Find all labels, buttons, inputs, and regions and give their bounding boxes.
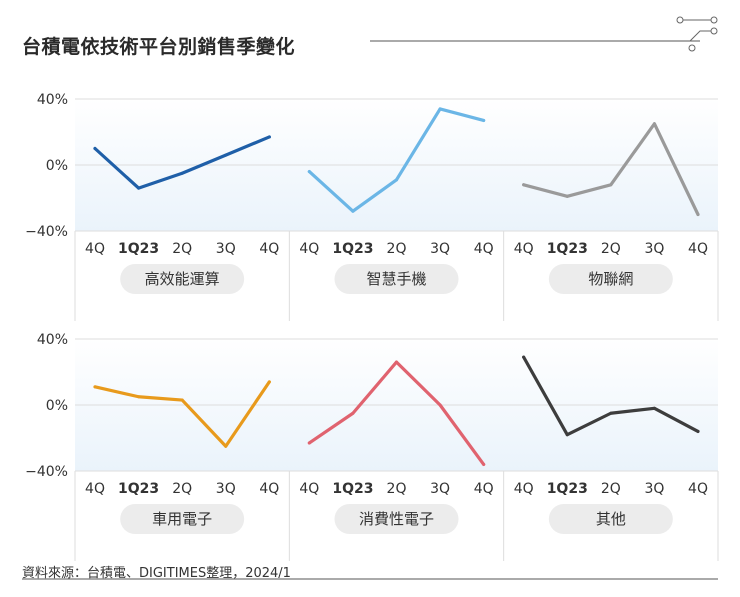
x-tick-label: 4Q	[259, 241, 279, 257]
panel-label-pill	[120, 504, 245, 534]
data-point	[224, 153, 228, 157]
x-tick-label: 1Q23	[547, 241, 588, 257]
data-point	[395, 178, 398, 182]
data-point	[609, 183, 613, 187]
x-tick-label: 4Q	[514, 241, 534, 257]
x-tick-label: 1Q23	[547, 481, 588, 497]
data-point	[522, 183, 526, 187]
panel-label: 物聯網	[588, 270, 633, 288]
data-point	[351, 411, 355, 415]
title-decoration	[370, 16, 718, 52]
data-point	[180, 171, 184, 175]
x-tick-label: 2Q	[172, 481, 192, 497]
data-point	[609, 411, 613, 415]
panel-label: 智慧手機	[366, 270, 426, 288]
panel-1-2: 4Q 1Q23 2Q 3Q 4Q 其他	[514, 355, 708, 534]
y-tick-label: 40%	[37, 92, 68, 108]
panel-1-0: 4Q 1Q23 2Q 3Q 4Q 車用電子	[85, 380, 279, 534]
panel-label: 車用電子	[152, 510, 212, 528]
x-tick-label: 2Q	[601, 481, 621, 497]
x-tick-label: 1Q23	[118, 241, 159, 257]
data-point	[438, 107, 442, 111]
data-point	[93, 385, 97, 389]
x-tick-label: 2Q	[172, 241, 192, 257]
y-tick-label: −40%	[25, 224, 68, 240]
x-tick-label: 4Q	[299, 241, 319, 257]
x-tick-label: 1Q23	[332, 481, 373, 497]
panel-1-1: 4Q 1Q23 2Q 3Q 4Q 消費性電子	[299, 360, 494, 534]
chart-row-0: 40% 0% −40% 4Q 1Q23 2Q 3Q 4Q 高效能運算 4Q 1Q23 2Q 3Q 4Q 智慧…	[25, 92, 719, 321]
y-tick-label: −40%	[25, 464, 68, 480]
panel-label: 消費性電子	[359, 510, 434, 528]
data-point	[307, 441, 311, 445]
data-point	[224, 444, 228, 448]
data-point	[395, 360, 398, 364]
x-tick-label: 4Q	[85, 481, 105, 497]
y-tick-label: 0%	[46, 158, 68, 174]
data-point	[438, 403, 442, 407]
x-tick-label: 2Q	[387, 481, 407, 497]
panel-label-pill	[334, 504, 459, 534]
x-tick-label: 4Q	[514, 481, 534, 497]
data-point	[137, 395, 141, 399]
data-point	[652, 406, 656, 410]
data-point	[351, 209, 355, 213]
x-tick-label: 3Q	[644, 241, 664, 257]
data-point	[180, 398, 184, 402]
x-tick-label: 3Q	[644, 481, 664, 497]
panel-label-pill	[548, 504, 673, 534]
x-tick-label: 4Q	[85, 241, 105, 257]
data-point	[522, 355, 526, 359]
data-point	[137, 186, 141, 190]
data-point	[696, 429, 700, 433]
x-tick-label: 1Q23	[118, 481, 159, 497]
panel-label: 其他	[596, 510, 626, 528]
data-point	[93, 147, 97, 150]
data-point	[482, 462, 486, 466]
x-tick-label: 4Q	[688, 241, 708, 257]
x-tick-label: 2Q	[601, 241, 621, 257]
panel-label-pill	[120, 264, 245, 294]
panel-0-2: 4Q 1Q23 2Q 3Q 4Q 物聯網	[514, 122, 708, 294]
x-tick-label: 4Q	[474, 241, 494, 257]
x-tick-label: 3Q	[430, 481, 450, 497]
x-tick-label: 3Q	[216, 241, 236, 257]
x-tick-label: 4Q	[688, 481, 708, 497]
y-tick-label: 40%	[37, 332, 68, 348]
y-tick-label: 0%	[46, 398, 68, 414]
x-tick-label: 4Q	[299, 481, 319, 497]
panel-0-0: 4Q 1Q23 2Q 3Q 4Q 高效能運算	[85, 135, 279, 294]
panel-label: 高效能運算	[145, 270, 220, 288]
chart-row-1: 40% 0% −40% 4Q 1Q23 2Q 3Q 4Q 車用電子 4Q 1Q23 2Q 3Q 4Q 消費性…	[25, 332, 719, 561]
x-tick-label: 4Q	[259, 481, 279, 497]
data-point	[565, 433, 569, 437]
data-point	[696, 213, 700, 216]
data-point	[565, 194, 569, 198]
data-point	[652, 122, 656, 126]
source-note: 資料來源：台積電、DIGITIMES整理，2024/1	[22, 566, 291, 581]
x-tick-label: 3Q	[216, 481, 236, 497]
panel-label-pill	[334, 264, 459, 294]
x-tick-label: 1Q23	[332, 241, 373, 257]
data-point	[267, 135, 271, 139]
data-point	[267, 380, 271, 384]
data-point	[307, 170, 311, 174]
panel-0-1: 4Q 1Q23 2Q 3Q 4Q 智慧手機	[299, 107, 494, 294]
x-tick-label: 4Q	[474, 481, 494, 497]
x-tick-label: 3Q	[430, 241, 450, 257]
data-point	[482, 118, 486, 122]
panel-label-pill	[548, 264, 673, 294]
chart-title: 台積電依技術平台別銷售季變化	[22, 36, 296, 58]
x-tick-label: 2Q	[387, 241, 407, 257]
